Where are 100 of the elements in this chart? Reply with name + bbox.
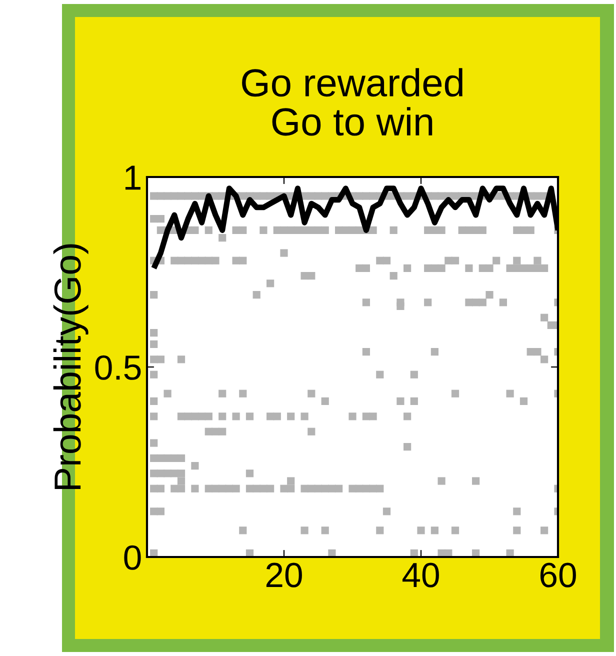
point bbox=[156, 508, 165, 516]
point bbox=[239, 256, 247, 264]
point bbox=[465, 298, 473, 306]
point bbox=[540, 356, 548, 364]
point bbox=[164, 192, 172, 200]
point bbox=[150, 439, 158, 447]
point bbox=[150, 370, 158, 378]
point bbox=[266, 280, 274, 288]
point bbox=[212, 192, 220, 200]
point bbox=[246, 484, 254, 492]
point bbox=[513, 264, 521, 272]
point bbox=[232, 484, 240, 492]
point bbox=[156, 484, 165, 492]
point bbox=[198, 256, 206, 264]
point bbox=[472, 298, 480, 306]
point bbox=[520, 226, 528, 234]
point bbox=[334, 484, 343, 492]
point bbox=[403, 264, 412, 272]
point bbox=[212, 484, 220, 492]
point bbox=[177, 192, 186, 200]
y-axis-title: Probability(Go) bbox=[53, 244, 88, 489]
point bbox=[170, 470, 178, 478]
point bbox=[410, 370, 418, 378]
point bbox=[362, 348, 370, 356]
point bbox=[321, 397, 329, 406]
point bbox=[232, 226, 240, 234]
point bbox=[150, 328, 158, 337]
point bbox=[218, 412, 226, 420]
point bbox=[252, 192, 260, 200]
point bbox=[369, 226, 377, 234]
point bbox=[362, 192, 370, 200]
point bbox=[177, 454, 186, 462]
point bbox=[164, 470, 172, 478]
point bbox=[424, 298, 432, 306]
point bbox=[451, 192, 460, 200]
point bbox=[260, 226, 268, 234]
point bbox=[218, 390, 226, 398]
point bbox=[150, 340, 158, 348]
point bbox=[308, 484, 316, 492]
point bbox=[396, 397, 404, 406]
point bbox=[356, 264, 364, 272]
point bbox=[472, 477, 480, 485]
point bbox=[170, 192, 178, 200]
point bbox=[260, 192, 268, 200]
point bbox=[177, 477, 186, 485]
point bbox=[506, 264, 514, 272]
point bbox=[513, 226, 521, 234]
point bbox=[300, 484, 308, 492]
point bbox=[150, 214, 158, 223]
point bbox=[280, 249, 288, 257]
point bbox=[177, 412, 186, 420]
point bbox=[239, 526, 247, 534]
point bbox=[308, 226, 316, 234]
point bbox=[438, 477, 446, 485]
point bbox=[150, 508, 158, 516]
point bbox=[492, 256, 500, 264]
point bbox=[314, 484, 322, 492]
y-tick-label: 0.5 bbox=[95, 355, 141, 380]
point bbox=[321, 226, 329, 234]
point bbox=[150, 397, 158, 406]
point bbox=[191, 462, 199, 470]
point bbox=[486, 290, 494, 299]
point bbox=[239, 226, 247, 234]
point bbox=[300, 226, 308, 234]
point bbox=[266, 192, 274, 200]
point bbox=[540, 314, 548, 322]
point bbox=[287, 477, 295, 485]
point bbox=[273, 412, 281, 420]
point bbox=[451, 526, 460, 534]
point bbox=[396, 302, 404, 310]
point bbox=[218, 428, 226, 436]
point bbox=[321, 192, 329, 200]
point bbox=[506, 390, 514, 398]
point bbox=[218, 234, 226, 242]
point bbox=[150, 290, 158, 299]
point bbox=[191, 256, 199, 264]
point bbox=[177, 256, 186, 264]
point bbox=[170, 484, 178, 492]
point bbox=[212, 428, 220, 436]
point bbox=[204, 226, 212, 234]
point bbox=[382, 256, 391, 264]
point bbox=[246, 470, 254, 478]
point bbox=[150, 192, 158, 200]
point bbox=[260, 484, 268, 492]
point bbox=[424, 264, 432, 272]
point bbox=[513, 256, 521, 264]
point bbox=[506, 549, 514, 557]
point bbox=[382, 508, 391, 516]
point bbox=[369, 192, 377, 200]
x-tick-label: 20 bbox=[266, 562, 302, 588]
point bbox=[534, 264, 542, 272]
point bbox=[520, 397, 528, 406]
point bbox=[348, 484, 356, 492]
point bbox=[362, 264, 370, 272]
point bbox=[150, 470, 158, 478]
point bbox=[177, 356, 186, 364]
point bbox=[410, 397, 418, 406]
point bbox=[520, 264, 528, 272]
point bbox=[156, 214, 165, 223]
point bbox=[424, 226, 432, 234]
